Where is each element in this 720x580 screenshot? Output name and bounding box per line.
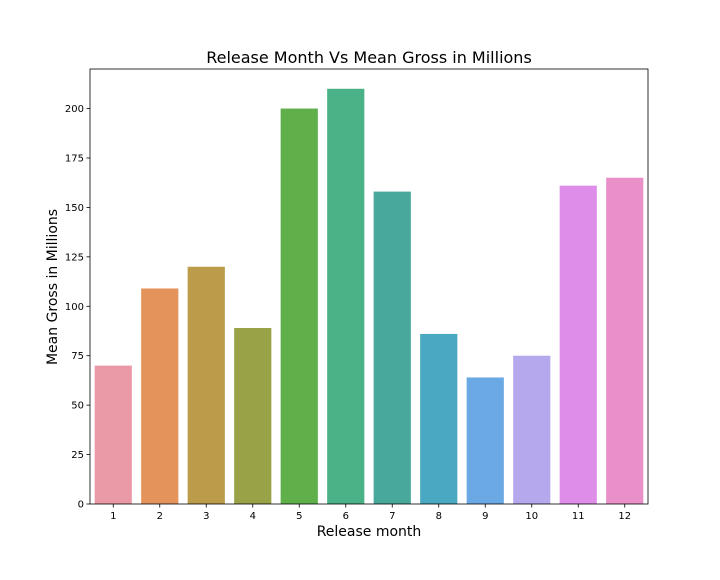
x-tick-label: 4 xyxy=(250,511,256,522)
x-tick-label: 8 xyxy=(436,511,442,522)
x-tick-label: 1 xyxy=(110,511,116,522)
chart-title: Release Month Vs Mean Gross in Millions xyxy=(206,48,532,67)
x-tick-label: 5 xyxy=(296,511,302,522)
bar-month-10 xyxy=(513,355,551,504)
bar-month-12 xyxy=(606,177,644,504)
y-tick-label: 175 xyxy=(65,153,84,164)
x-tick-label: 10 xyxy=(525,511,538,522)
bar-month-7 xyxy=(373,191,411,504)
bar-month-2 xyxy=(141,288,179,504)
x-tick-label: 12 xyxy=(618,511,631,522)
x-tick-label: 6 xyxy=(343,511,349,522)
bar-month-3 xyxy=(187,266,225,504)
y-tick-label: 0 xyxy=(78,500,84,511)
bar-month-5 xyxy=(280,108,318,504)
x-axis-ticks: 1 2 3 4 5 6 7 8 9 10 11 12 xyxy=(110,504,631,522)
y-tick-label: 50 xyxy=(71,401,84,412)
y-tick-label: 200 xyxy=(65,104,84,115)
x-tick-label: 3 xyxy=(203,511,209,522)
y-axis-label: Mean Gross in Millions xyxy=(45,209,61,365)
bars-group xyxy=(94,88,644,504)
bar-month-9 xyxy=(466,377,504,504)
y-tick-label: 125 xyxy=(65,252,84,263)
x-tick-label: 9 xyxy=(482,511,488,522)
x-tick-label: 2 xyxy=(157,511,163,522)
bar-month-1 xyxy=(94,365,132,504)
x-tick-label: 7 xyxy=(389,511,395,522)
y-tick-label: 100 xyxy=(65,302,84,313)
y-tick-label: 150 xyxy=(65,203,84,214)
bar-month-11 xyxy=(559,185,597,504)
y-tick-label: 75 xyxy=(71,351,84,362)
bar-month-8 xyxy=(420,333,458,504)
y-axis-ticks: 0 25 50 75 100 125 150 175 200 xyxy=(65,104,90,511)
bar-month-4 xyxy=(234,328,272,504)
y-tick-label: 25 xyxy=(71,450,84,461)
x-axis-label: Release month xyxy=(317,524,422,540)
x-tick-label: 11 xyxy=(572,511,585,522)
bar-month-6 xyxy=(327,88,365,504)
plot-frame xyxy=(89,68,649,505)
